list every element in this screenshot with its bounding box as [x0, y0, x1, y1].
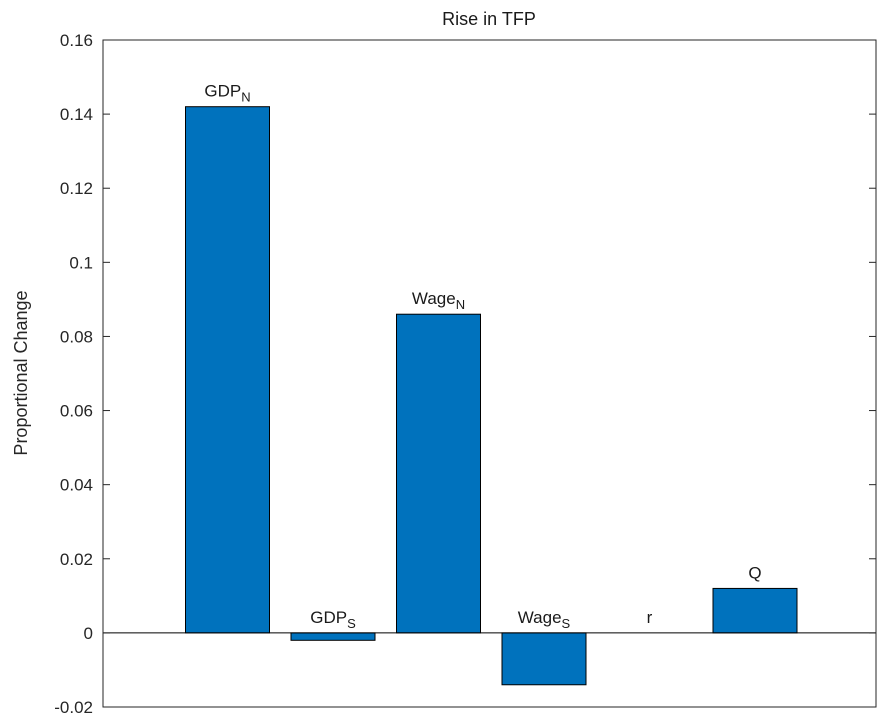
bar-wage-s: [501, 632, 587, 686]
y-tick-label: -0.02: [54, 698, 93, 717]
y-tick-label: 0.16: [60, 31, 93, 50]
y-tick-label: 0.1: [69, 253, 93, 272]
bar-label: GDPN: [204, 82, 250, 105]
bar-label: WageN: [412, 289, 465, 312]
bar-gdp-s: [290, 632, 376, 641]
bar-label: r: [647, 608, 653, 627]
bar-labels-group: GDPN GDPS WageN WageS r Q: [204, 82, 761, 631]
bar-wage-n: [396, 313, 481, 634]
y-tick-label: 0.06: [60, 402, 93, 421]
bar-label: WageS: [518, 608, 571, 631]
bar-label: GDPS: [310, 608, 356, 631]
y-tick-label: 0.08: [60, 327, 93, 346]
y-tick-label: 0.14: [60, 105, 93, 124]
y-tick-label: 0.02: [60, 550, 93, 569]
bars-group: [185, 106, 798, 686]
bar-q: [712, 587, 798, 634]
y-axis-ticks: -0.02 0 0.02 0.04 0.06 0.08 0.1 0.12 0.14 0.16: [54, 31, 876, 717]
y-axis-label: Proportional Change: [11, 290, 31, 455]
axes-box: [102, 39, 877, 708]
y-tick-label: 0.04: [60, 476, 93, 495]
y-tick-label: 0: [84, 624, 93, 643]
bar-label: Q: [748, 563, 761, 582]
y-tick-label: 0.12: [60, 179, 93, 198]
bar-gdp-n: [185, 106, 270, 634]
chart-title: Rise in TFP: [442, 9, 536, 29]
